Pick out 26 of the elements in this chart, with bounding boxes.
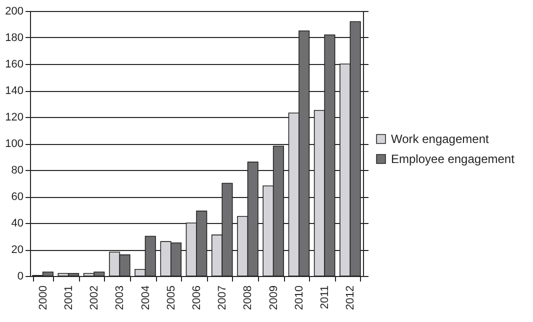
legend-label: Employee engagement xyxy=(391,152,516,166)
y-tick-label: 180 xyxy=(5,32,24,44)
x-tick-label: 2010 xyxy=(293,286,306,310)
legend-label: Work engagement xyxy=(391,132,490,146)
x-tick-label: 2006 xyxy=(191,286,203,310)
y-tick-label: 120 xyxy=(5,112,24,124)
y-tick-label: 60 xyxy=(11,191,24,203)
y-tick-label: 80 xyxy=(11,164,24,176)
x-tick-label: 2004 xyxy=(140,286,152,310)
x-tick-label: 2007 xyxy=(216,286,229,310)
y-tick-label: 40 xyxy=(11,218,24,230)
y-tick-label: 140 xyxy=(5,85,24,97)
x-tick-label: 2005 xyxy=(165,286,178,310)
x-tick-label: 2008 xyxy=(242,286,254,310)
x-tick-label: 2001 xyxy=(62,286,75,310)
x-tick-label: 2003 xyxy=(114,286,126,310)
y-tick-label: 20 xyxy=(11,244,24,256)
y-tick-label: 100 xyxy=(5,138,24,150)
x-tick-label: 2009 xyxy=(268,286,280,310)
x-tick-label: 2002 xyxy=(88,286,101,310)
x-tick-label: 2011 xyxy=(319,286,332,310)
x-tick-label: 2000 xyxy=(37,286,50,310)
y-tick-label: 200 xyxy=(5,6,24,18)
y-tick-label: 160 xyxy=(5,58,24,70)
y-tick-label: 0 xyxy=(17,270,24,282)
x-tick-label: 2012 xyxy=(344,286,357,310)
